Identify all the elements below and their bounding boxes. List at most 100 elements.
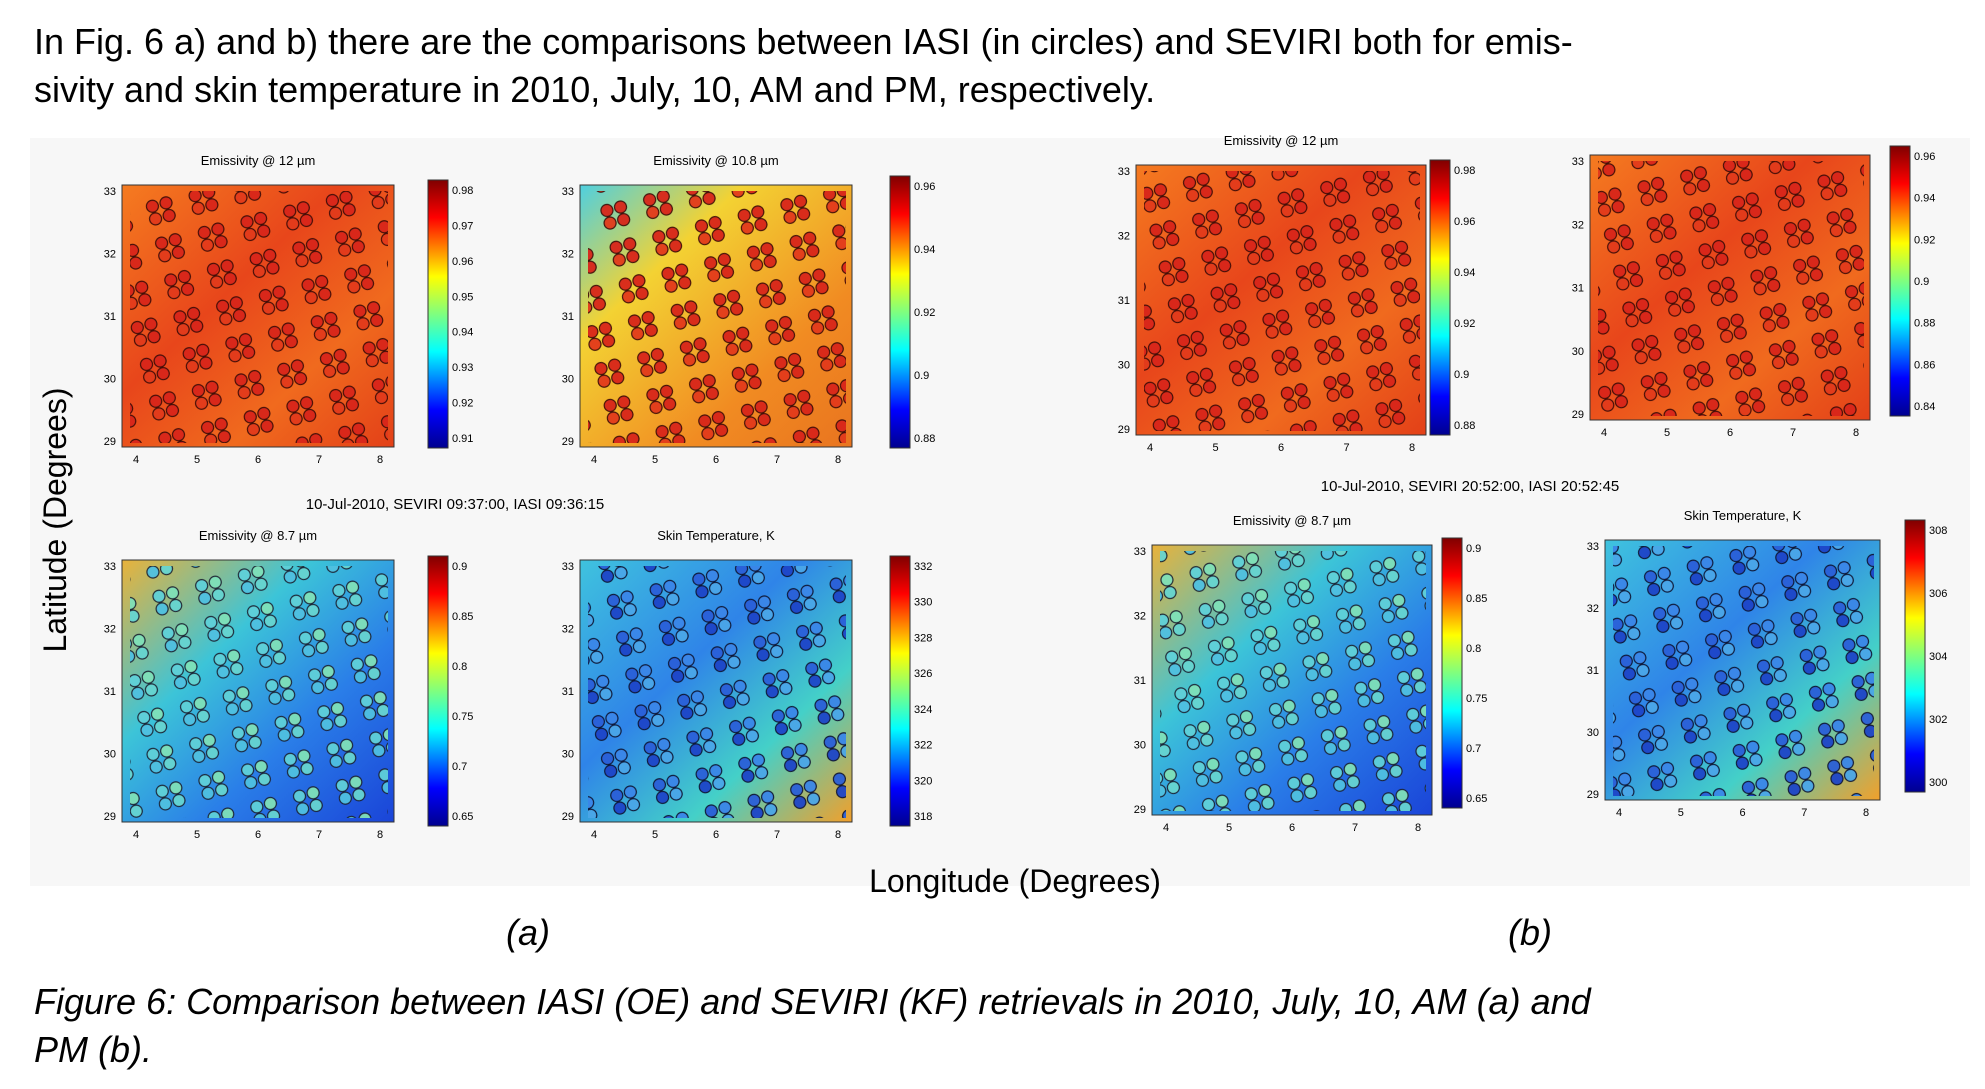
y-tick-b1: 32: [1118, 231, 1130, 243]
colorbar-tick-a4: 320: [914, 775, 932, 787]
x-tick-a1: 6: [255, 454, 261, 466]
iasi-circles-a3: [130, 566, 388, 818]
x-tick-a3: 4: [133, 829, 139, 841]
colorbar-tick-b3: 0.9: [1466, 543, 1481, 555]
x-tick-a2: 8: [835, 454, 841, 466]
plot-frame-b1: [1135, 164, 1427, 436]
panel-title-a3: Emissivity @ 8.7 µm: [199, 528, 317, 543]
colorbar-tick-a1: 0.95: [452, 291, 473, 303]
plot-frame-a3: [121, 559, 395, 823]
y-tick-a1: 29: [104, 436, 116, 448]
colorbar-tick-b4: 308: [1929, 525, 1947, 537]
x-tick-a2: 7: [774, 454, 780, 466]
x-tick-a4: 6: [713, 829, 719, 841]
colorbar-tick-a3: 0.85: [452, 611, 473, 623]
panel-title-a1: Emissivity @ 12 µm: [201, 153, 316, 168]
y-tick-a1: 30: [104, 374, 116, 386]
colorbar-tick-b1: 0.98: [1454, 165, 1475, 177]
x-tick-a2: 6: [713, 454, 719, 466]
colorbar-tick-a3: 0.75: [452, 711, 473, 723]
x-tick-a2: 5: [652, 454, 658, 466]
colorbar-a3: [427, 555, 449, 827]
x-tick-b1: 7: [1343, 442, 1349, 454]
x-tick-b4: 8: [1863, 807, 1869, 819]
y-tick-b1: 31: [1118, 295, 1130, 307]
y-tick-a2: 32: [562, 249, 574, 261]
y-tick-b4: 32: [1587, 603, 1599, 615]
colorbar-tick-b3: 0.8: [1466, 643, 1481, 655]
y-tick-a3: 29: [104, 811, 116, 823]
x-tick-a1: 7: [316, 454, 322, 466]
colorbar-tick-a4: 332: [914, 561, 932, 573]
colorbar-a4: [889, 555, 911, 827]
y-tick-b3: 32: [1134, 611, 1146, 623]
colorbar-tick-a2: 0.88: [914, 433, 935, 445]
colorbar-tick-a4: 326: [914, 668, 932, 680]
map-panel-a3: Emissivity @ 8.7 µm 29 30 31 32 33 4 5 6 7 8 0.9 0.8…: [104, 528, 474, 841]
panel-title-a2: Emissivity @ 10.8 µm: [653, 153, 778, 168]
y-tick-b3: 33: [1134, 546, 1146, 558]
x-tick-b4: 6: [1739, 807, 1745, 819]
colorbar-b4: [1904, 519, 1926, 793]
caption-line-1: Figure 6: Comparison between IASI (OE) a…: [34, 981, 1591, 1022]
plot-frame-a1: [121, 184, 395, 448]
x-tick-a1: 5: [194, 454, 200, 466]
colorbar-tick-a4: 318: [914, 811, 932, 823]
colorbar-tick-b2: 0.9: [1914, 276, 1929, 288]
colorbar-tick-b4: 306: [1929, 588, 1947, 600]
x-tick-a3: 6: [255, 829, 261, 841]
colorbar-tick-b1: 0.92: [1454, 318, 1475, 330]
x-tick-b3: 7: [1352, 822, 1358, 834]
y-tick-b3: 29: [1134, 804, 1146, 816]
x-tick-a4: 4: [591, 829, 597, 841]
x-tick-b3: 8: [1415, 822, 1421, 834]
y-tick-a4: 32: [562, 624, 574, 636]
x-tick-a1: 4: [133, 454, 139, 466]
x-tick-a4: 8: [835, 829, 841, 841]
colorbar-tick-b4: 302: [1929, 714, 1947, 726]
panel-title-b1: Emissivity @ 12 µm: [1224, 133, 1339, 148]
y-tick-b2: 29: [1572, 409, 1584, 421]
colorbar-tick-a2: 0.9: [914, 370, 929, 382]
colorbar-tick-b3: 0.7: [1466, 743, 1481, 755]
colorbar-tick-a1: 0.98: [452, 185, 473, 197]
colorbar-tick-a4: 324: [914, 704, 932, 716]
colorbar-a2: [889, 175, 911, 449]
y-tick-b1: 33: [1118, 166, 1130, 178]
colorbar-tick-a4: 322: [914, 740, 932, 752]
y-tick-b1: 29: [1118, 424, 1130, 436]
colorbar-a1: [427, 179, 449, 449]
panel-title-b4: Skin Temperature, K: [1684, 508, 1802, 523]
x-tick-b3: 4: [1163, 822, 1169, 834]
x-tick-b2: 6: [1727, 427, 1733, 439]
y-tick-a2: 30: [562, 374, 574, 386]
map-panel-b2: 29 30 31 32 33 4 5 6 7 8 0.96 0.94 0.92 0.9 0.88 0.86 0.…: [1572, 145, 1935, 439]
y-tick-a3: 33: [104, 561, 116, 573]
y-tick-a1: 32: [104, 249, 116, 261]
x-tick-a3: 8: [377, 829, 383, 841]
iasi-circles-b1: [1144, 171, 1420, 431]
y-tick-b2: 30: [1572, 346, 1584, 358]
colorbar-tick-a3: 0.9: [452, 561, 467, 573]
x-tick-b1: 4: [1147, 442, 1153, 454]
iasi-circles-a1: [130, 191, 388, 443]
colorbar-tick-a1: 0.94: [452, 327, 473, 339]
timestamp-b: 10-Jul-2010, SEVIRI 20:52:00, IASI 20:52…: [1321, 478, 1620, 495]
y-tick-b3: 31: [1134, 675, 1146, 687]
y-tick-a4: 33: [562, 561, 574, 573]
y-tick-a3: 31: [104, 686, 116, 698]
timestamp-a: 10-Jul-2010, SEVIRI 09:37:00, IASI 09:36…: [306, 496, 605, 513]
y-tick-b2: 32: [1572, 219, 1584, 231]
colorbar-tick-a1: 0.96: [452, 256, 473, 268]
colorbar-tick-b3: 0.85: [1466, 593, 1487, 605]
y-tick-b2: 33: [1572, 156, 1584, 168]
plot-frame-b3: [1151, 544, 1433, 816]
x-tick-a3: 7: [316, 829, 322, 841]
x-tick-b4: 5: [1678, 807, 1684, 819]
y-tick-a2: 29: [562, 436, 574, 448]
iasi-circles-a4: [588, 566, 846, 818]
iasi-circles-b4: [1613, 546, 1874, 796]
y-tick-b4: 30: [1587, 727, 1599, 739]
colorbar-tick-b1: 0.94: [1454, 267, 1475, 279]
